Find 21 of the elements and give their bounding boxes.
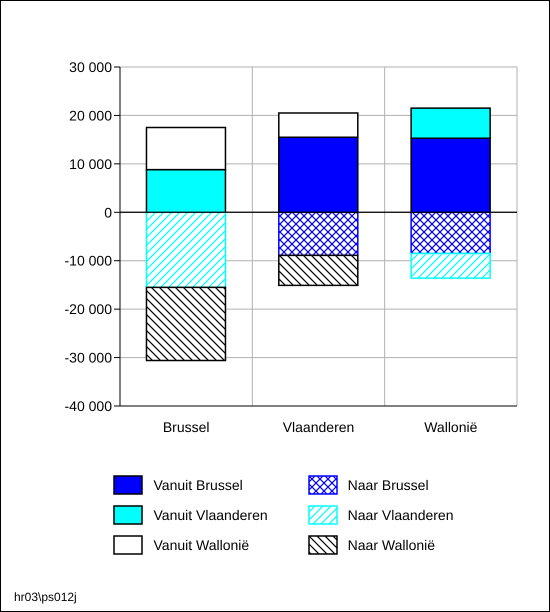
y-tick-label: 30 000 [69, 58, 112, 75]
y-tick-label: -30 000 [64, 350, 112, 366]
y-tick-label: 20 000 [69, 107, 112, 124]
x-tick-label: Vlaanderen [282, 418, 354, 435]
y-tick-label: -20 000 [64, 301, 112, 318]
x-tick-label: Wallonië [424, 418, 478, 435]
y-tick-label: -10 000 [64, 252, 112, 269]
bar [146, 286, 226, 362]
legend-label: Vanuit Vlaanderen [153, 507, 268, 523]
legend-label: Vanuit Wallonië [153, 537, 250, 553]
bar [410, 252, 491, 279]
bar [278, 254, 359, 286]
y-tick-label: 10 000 [69, 156, 112, 172]
legend-label: Naar Vlaanderen [348, 507, 454, 523]
legend-label: Naar Wallonië [348, 537, 436, 553]
text: hr03\ps012j [14, 590, 77, 604]
legend-label: Vanuit Brussel [153, 477, 243, 493]
x-tick-label: Brussel [162, 418, 210, 435]
legend-label: Naar Brussel [348, 477, 429, 493]
y-tick-label: 0 [104, 204, 112, 220]
y-tick-label: -40 000 [64, 398, 112, 414]
